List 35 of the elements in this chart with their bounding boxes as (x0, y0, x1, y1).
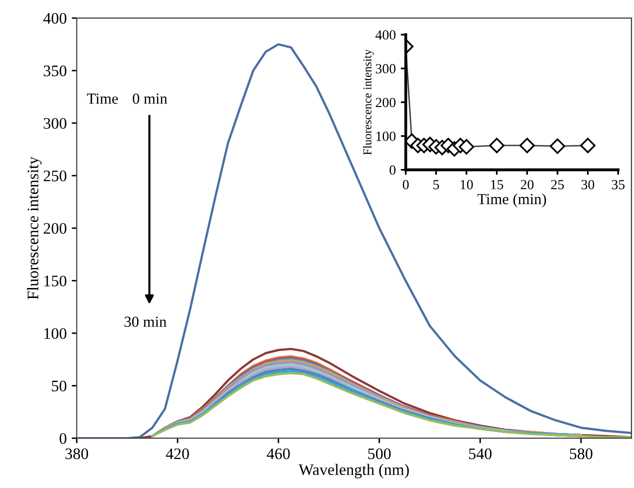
y-tick-label: 200 (44, 223, 66, 234)
y-tick-label: 150 (44, 276, 66, 286)
y-axis-title: Fluorescence intensity (27, 156, 42, 300)
x-tick-label: 460 (266, 448, 290, 460)
x-tick-label: 580 (570, 448, 592, 460)
y-tick-label: 250 (44, 170, 66, 182)
y-tick-label: 300 (376, 64, 396, 74)
y-tick-label: 100 (376, 132, 396, 141)
y-tick-label: 350 (44, 65, 66, 76)
x-tick-label: 420 (166, 448, 189, 460)
y-tick-label: 400 (43, 12, 66, 24)
x-tick-label: 10 (460, 180, 473, 190)
y-tick-label: 0 (60, 433, 66, 444)
annotation: 30 min (124, 316, 166, 327)
y-tick-label: 50 (52, 380, 66, 392)
x-tick-label: 540 (469, 448, 492, 460)
x-tick-label: 35 (612, 180, 625, 190)
x-axis-title: Time (min) (478, 194, 546, 208)
y-tick-label: 200 (376, 98, 396, 108)
x-tick-label: 25 (551, 180, 564, 190)
y-tick-label: 300 (44, 118, 66, 129)
x-tick-label: 500 (368, 448, 391, 460)
y-axis-title: Fluorescence intensity (363, 49, 374, 155)
y-tick-label: 100 (44, 328, 66, 339)
x-tick-label: 30 (582, 180, 594, 190)
x-axis-title: Wavelength (nm) (298, 464, 409, 478)
x-tick-label: 15 (491, 180, 504, 190)
x-tick-label: 5 (433, 180, 440, 190)
x-tick-label: 0 (402, 180, 409, 190)
y-tick-label: 400 (375, 30, 396, 40)
y-tick-label: 0 (390, 165, 396, 175)
x-tick-label: 380 (66, 448, 88, 460)
x-tick-label: 20 (520, 180, 534, 190)
annotation: Time (86, 94, 118, 104)
annotation: 0 min (132, 94, 168, 104)
